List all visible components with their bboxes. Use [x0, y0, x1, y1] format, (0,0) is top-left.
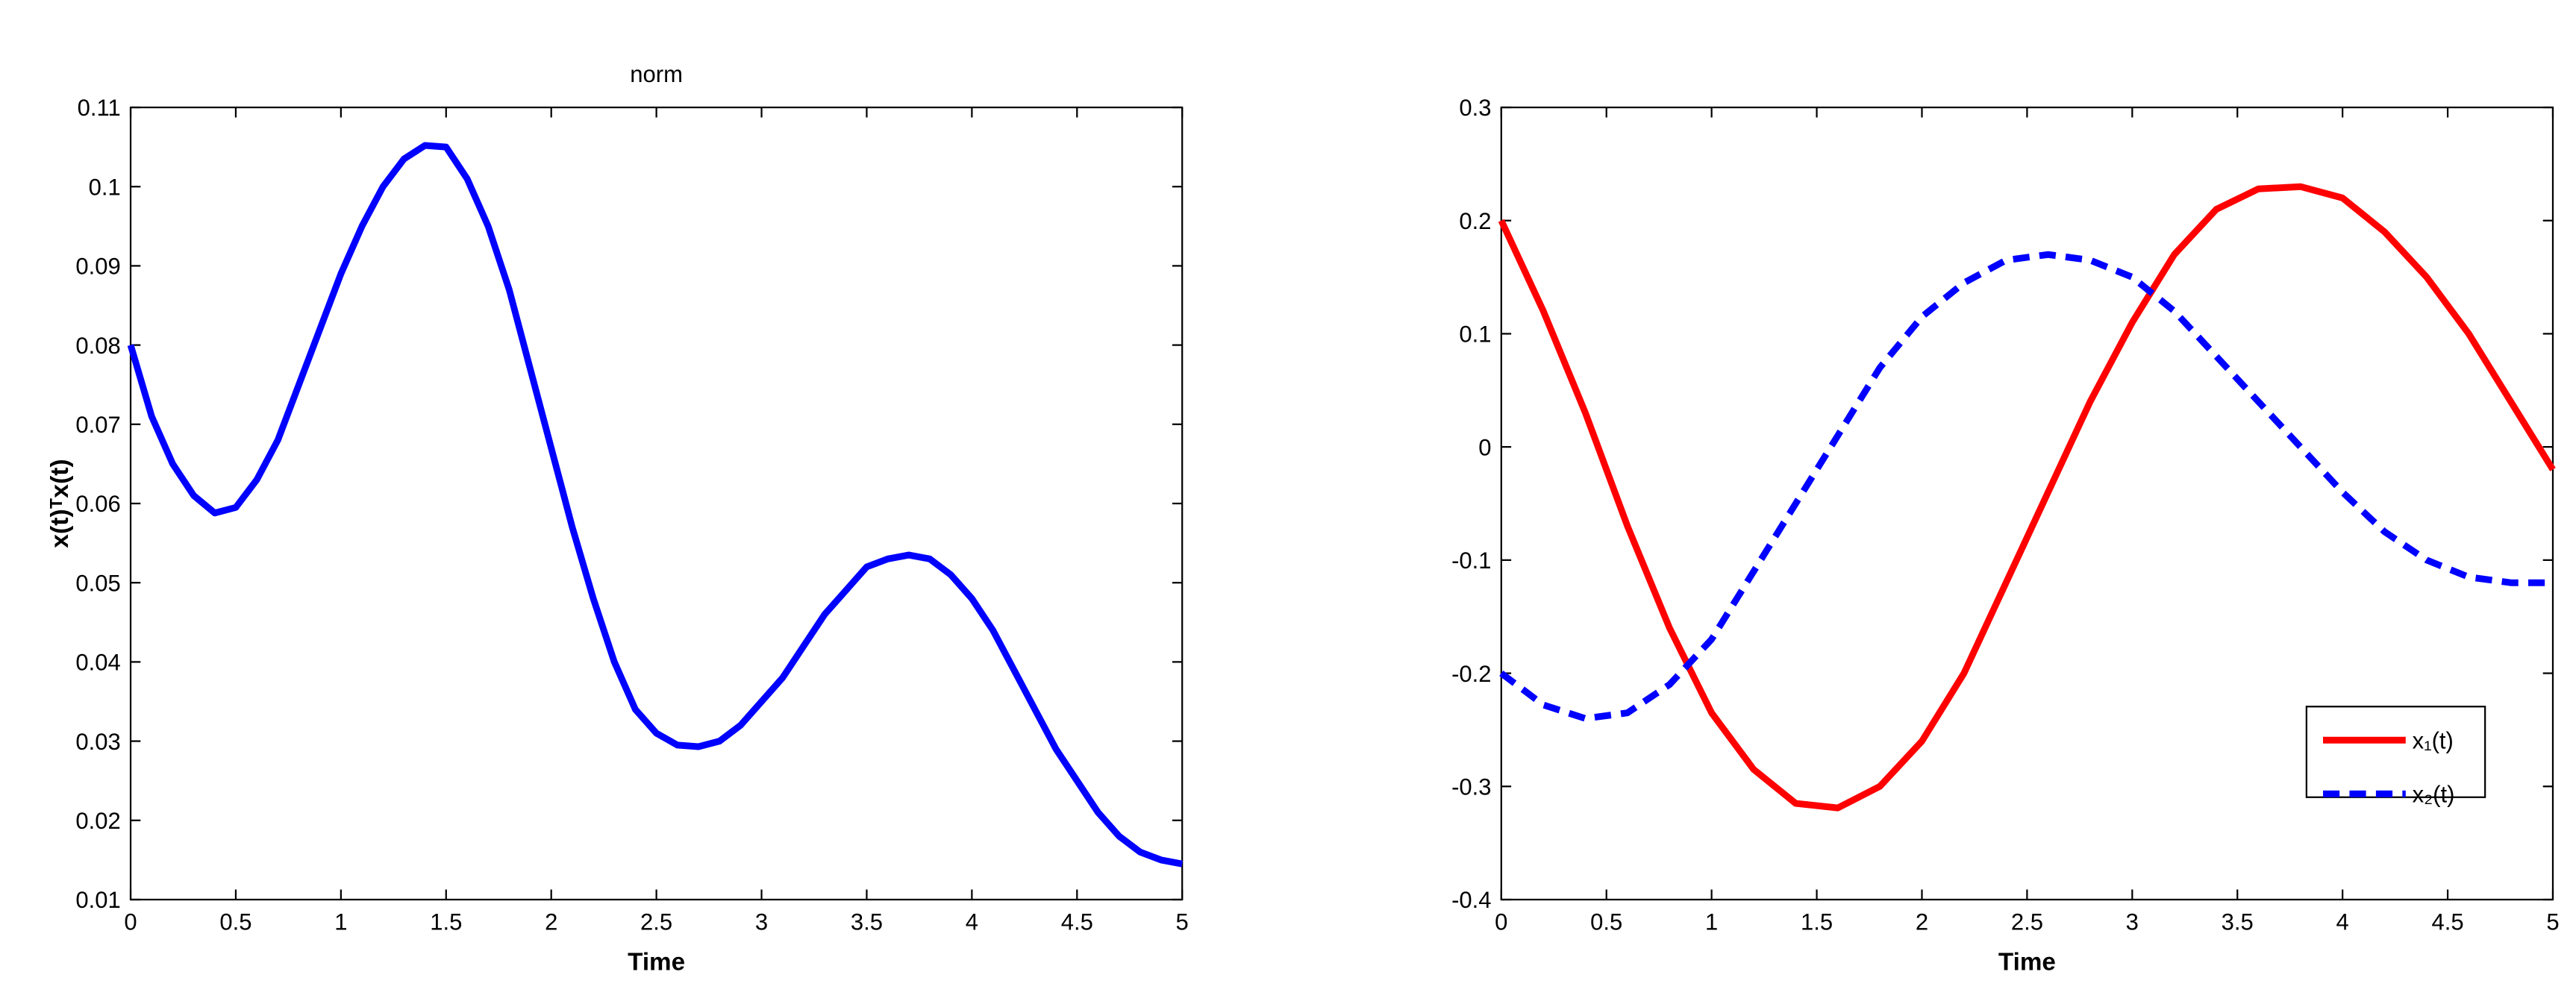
x-tick-label: 1.5 — [430, 909, 462, 935]
x-tick-label: 4 — [2336, 909, 2349, 935]
x-tick-label: 1.5 — [1801, 909, 1833, 935]
x-tick-label: 0 — [124, 909, 137, 935]
x-tick-label: 1 — [1705, 909, 1718, 935]
x-tick-label: 2.5 — [640, 909, 672, 935]
y-tick-label: 0.08 — [75, 333, 120, 359]
x-tick-label: 1 — [334, 909, 347, 935]
x-tick-label: 3 — [755, 909, 768, 935]
x-tick-label: 3.5 — [2222, 909, 2254, 935]
y-tick-label: 0.1 — [89, 174, 121, 200]
x-tick-label: 0 — [1495, 909, 1507, 935]
y-tick-label: 0.07 — [75, 412, 120, 438]
y-tick-label: 0.1 — [1459, 321, 1491, 347]
x-tick-label: 5 — [2546, 909, 2559, 935]
y-tick-label: 0.01 — [75, 887, 120, 913]
legend-label: x₁(t) — [2413, 727, 2454, 753]
x-tick-label: 5 — [1176, 909, 1189, 935]
x-tick-label: 2 — [545, 909, 557, 935]
y-tick-label: -0.3 — [1451, 774, 1491, 800]
y-tick-label: 0.03 — [75, 729, 120, 755]
y-tick-label: 0.06 — [75, 491, 120, 517]
x-tick-label: 0.5 — [1590, 909, 1622, 935]
y-tick-label: -0.1 — [1451, 548, 1491, 574]
y-tick-label: -0.4 — [1451, 887, 1491, 913]
x-tick-label: 4.5 — [2432, 909, 2464, 935]
x-tick-label: 3.5 — [851, 909, 883, 935]
chart-title: norm — [630, 61, 683, 87]
plot-area — [129, 106, 1184, 901]
x-tick-label: 0.5 — [219, 909, 251, 935]
y-tick-label: 0.3 — [1459, 95, 1491, 121]
legend-label: x₂(t) — [2413, 781, 2455, 807]
y-tick-label: 0.05 — [75, 570, 120, 596]
x-tick-label: 2.5 — [2011, 909, 2043, 935]
x-tick-label: 4 — [966, 909, 978, 935]
data-line — [1499, 251, 2553, 722]
y-tick-label: 0.11 — [78, 95, 121, 121]
x-axis-label: Time — [628, 948, 685, 976]
y-tick-label: 0.04 — [75, 649, 120, 675]
legend-box — [2305, 706, 2486, 798]
data-line — [127, 142, 1184, 868]
y-tick-label: 0 — [1478, 434, 1491, 460]
x-tick-label: 4.5 — [1061, 909, 1093, 935]
data-line — [1498, 183, 2556, 812]
y-tick-label: 0.2 — [1459, 208, 1491, 234]
y-axis-label: x(t)ᵀx(t) — [46, 459, 74, 548]
y-tick-label: -0.2 — [1451, 661, 1491, 687]
y-tick-label: 0.09 — [75, 253, 120, 279]
x-tick-label: 2 — [1916, 909, 1928, 935]
x-axis-label: Time — [1998, 948, 2056, 976]
x-tick-label: 3 — [2126, 909, 2139, 935]
y-tick-label: 0.02 — [75, 808, 120, 834]
